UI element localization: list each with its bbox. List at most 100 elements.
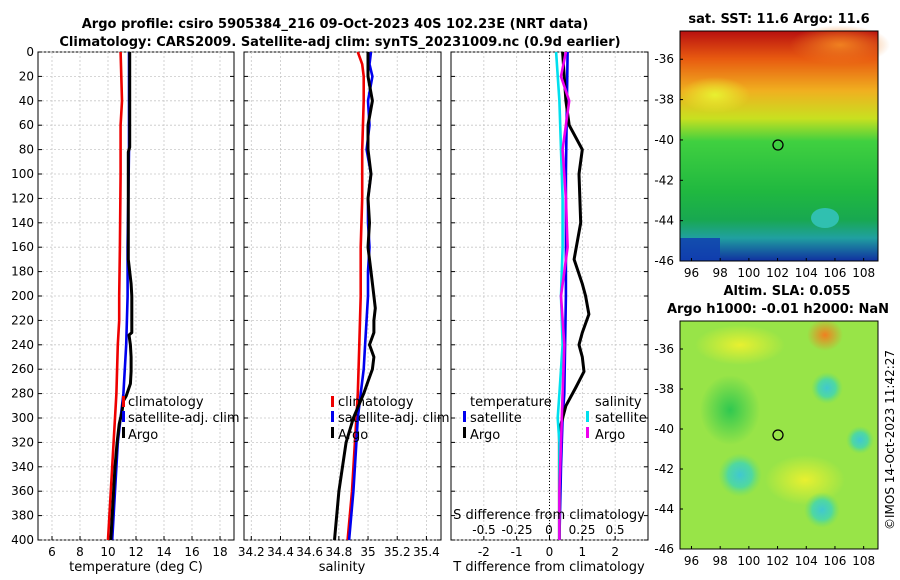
map-y-tick-label: -42 — [654, 173, 674, 187]
map-y-tick-label: -46 — [654, 254, 674, 268]
x-tick-label: 1 — [579, 545, 587, 559]
x-tick-label: 16 — [184, 545, 199, 559]
x-tick-label: 6 — [48, 545, 56, 559]
sst-x-ticks: 96 98 100 102 104 106 108 — [684, 258, 875, 280]
s-tick: 0.5 — [605, 523, 624, 537]
y-tick-label: 0 — [26, 45, 34, 59]
sst-cold-corner — [680, 238, 720, 261]
sla-eddy — [718, 453, 762, 497]
sla-frame — [679, 320, 879, 550]
series-line-s-argo — [558, 51, 571, 540]
legend-label-s-argo: Argo — [595, 428, 625, 443]
figure-title-line2: Climatology: CARS2009. Satellite-adj cli… — [59, 35, 620, 50]
legend-label-climatology: climatology — [338, 395, 414, 410]
y-tick-label: 120 — [11, 191, 34, 205]
sla-map-title-line2: Argo h1000: -0.01 h2000: NaN — [667, 302, 889, 317]
difference-x-ticks: -2 -1 0 1 2 — [478, 536, 619, 559]
series-line-argo — [333, 52, 377, 541]
x-tick-label: 0 — [546, 545, 554, 559]
series-line-t-argo — [557, 51, 591, 540]
sla-map-panel: Altim. SLA: 0.055 Argo h1000: -0.01 h200… — [654, 284, 889, 568]
x-tick-label: 35.2 — [384, 545, 411, 559]
temperature-legend: climatology satellite-adj. clim Argo — [122, 395, 240, 443]
sla-green-patch — [700, 375, 760, 445]
map-x-tick-label: 100 — [737, 554, 760, 568]
legend-title-temperature: temperature — [470, 395, 552, 410]
map-x-tick-label: 106 — [824, 554, 847, 568]
legend-label-argo: Argo — [128, 428, 158, 443]
x-tick-label: 10 — [100, 545, 115, 559]
sst-frame — [679, 30, 879, 262]
y-tick-label: 100 — [11, 167, 34, 181]
temperature-x-ticks: 6 8 10 12 14 16 18 — [48, 536, 228, 559]
legend-swatch-t-argo — [463, 427, 466, 438]
difference-x-label: T difference from climatology — [452, 560, 645, 575]
x-tick-label: 14 — [156, 545, 171, 559]
map-y-tick-label: -42 — [654, 462, 674, 476]
legend-label-t-argo: Argo — [470, 428, 500, 443]
y-tick-label: 140 — [11, 216, 34, 230]
map-y-tick-label: -38 — [654, 93, 674, 107]
sla-x-ticks: 96 98 100 102 104 106 108 — [684, 546, 875, 568]
map-y-tick-label: -40 — [654, 422, 674, 436]
sst-y-ticks: -36 -38 -40 -42 -44 -46 — [654, 52, 683, 268]
legend-label-argo: Argo — [338, 428, 368, 443]
series-line-argo — [109, 52, 134, 541]
map-x-tick-label: 106 — [824, 266, 847, 280]
sla-eddy — [804, 492, 840, 528]
s-difference-label: S difference from climatology — [453, 508, 645, 523]
sla-map-title-line1: Altim. SLA: 0.055 — [724, 284, 851, 299]
temperature-grid — [38, 51, 234, 541]
y-tick-label: 260 — [11, 362, 34, 376]
y-tick-label: 200 — [11, 289, 34, 303]
series-line-climatology — [106, 51, 124, 541]
y-tick-label: 380 — [11, 509, 34, 523]
map-y-tick-label: -46 — [654, 542, 674, 556]
legend-label-satellite: satellite-adj. clim — [338, 411, 450, 426]
s-tick: -0.5 — [472, 523, 495, 537]
map-y-tick-label: -40 — [654, 133, 674, 147]
map-x-tick-label: 102 — [766, 266, 789, 280]
map-y-tick-label: -38 — [654, 382, 674, 396]
map-x-tick-label: 96 — [684, 266, 699, 280]
legend-swatch-s-argo — [586, 427, 589, 438]
map-x-tick-label: 104 — [795, 266, 818, 280]
legend-label-s-satellite: satellite — [595, 411, 647, 426]
sst-yellow-patch — [680, 77, 750, 113]
y-tick-label: 320 — [11, 435, 34, 449]
y-tick-label: 180 — [11, 265, 34, 279]
sla-eddy — [846, 426, 874, 454]
s-difference-ticks: -0.5 -0.25 0 0.25 0.5 — [472, 523, 624, 537]
map-y-tick-label: -44 — [654, 502, 674, 516]
salinity-legend: climatology satellite-adj. clim Argo — [331, 395, 450, 443]
legend-swatch-satellite — [331, 411, 334, 422]
sla-argo-marker — [772, 429, 784, 441]
map-y-tick-label: -44 — [654, 214, 674, 228]
temperature-panel: 0 20 40 60 80 100 120 140 160 180 200 220 240 260 280 3… — [11, 45, 240, 575]
map-x-tick-label: 102 — [766, 554, 789, 568]
sla-warm-patch — [807, 319, 843, 351]
x-tick-label: 34.6 — [296, 545, 323, 559]
map-x-tick-label: 108 — [852, 554, 875, 568]
y-tick-label: 340 — [11, 460, 34, 474]
x-tick-label: 2 — [611, 545, 619, 559]
legend-swatch-t-satellite — [463, 411, 466, 422]
map-x-tick-label: 98 — [713, 554, 728, 568]
temperature-series — [106, 51, 134, 541]
x-tick-label: 34.2 — [238, 545, 265, 559]
sla-y-ticks: -36 -38 -40 -42 -44 -46 — [654, 342, 683, 556]
y-tick-label: 80 — [19, 143, 34, 157]
y-tick-label: 60 — [19, 118, 34, 132]
salinity-series — [333, 51, 377, 541]
legend-label-satellite: satellite-adj. clim — [128, 411, 240, 426]
figure-title-line1: Argo profile: csiro 5905384_216 09-Oct-2… — [82, 17, 589, 32]
legend-swatch-satellite — [122, 411, 125, 422]
series-line-climatology — [346, 51, 366, 541]
temperature-x-label: temperature (deg C) — [69, 560, 203, 575]
x-tick-label: 34.4 — [267, 545, 294, 559]
y-tick-label: 240 — [11, 338, 34, 352]
salinity-grid — [244, 51, 441, 541]
x-tick-label: 35.4 — [413, 545, 440, 559]
y-tick-label: 20 — [19, 69, 34, 83]
